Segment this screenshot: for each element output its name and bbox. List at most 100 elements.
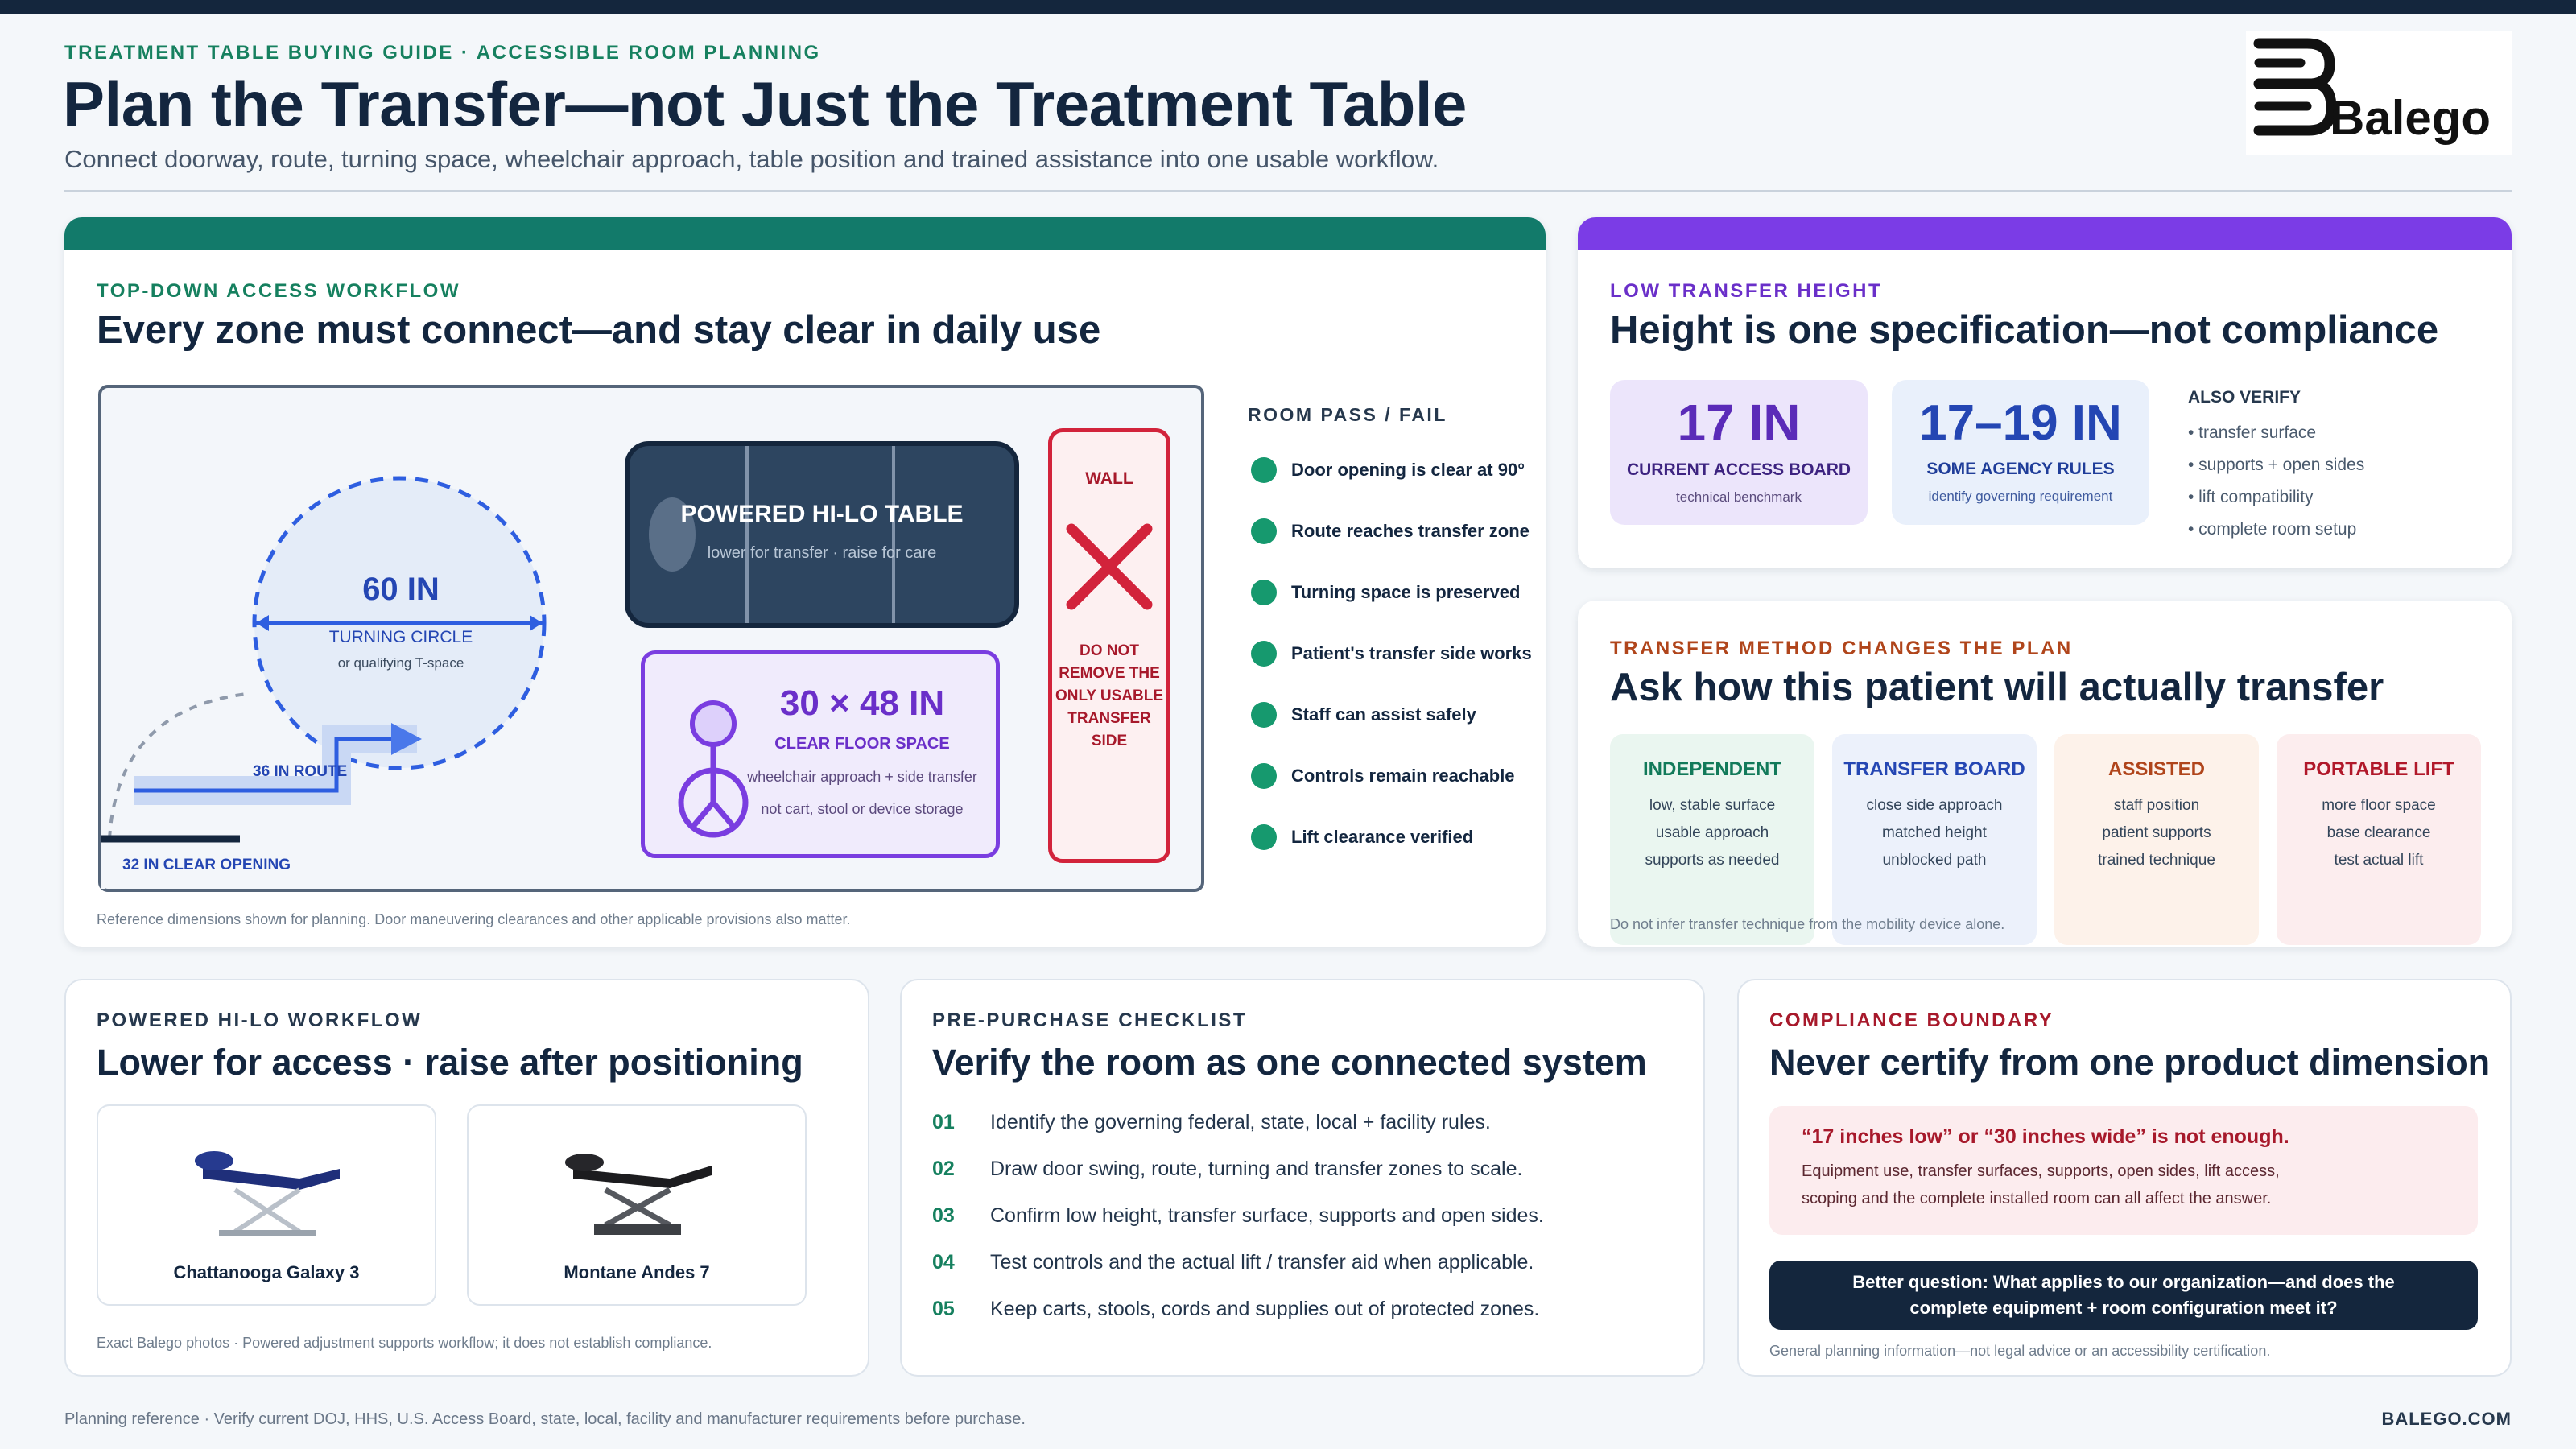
height-eyebrow: LOW TRANSFER HEIGHT (1610, 280, 1883, 302)
method-lines: close side approach matched height unblock… (1832, 792, 2037, 874)
method-lines: staff position patient supports trained te… (2054, 792, 2259, 874)
page-title: Plan the Transfer—not Just the Treatment… (63, 68, 1467, 139)
wall-label: WALL (1085, 469, 1133, 488)
wall-warning-line: TRANSFER SIDE (1067, 710, 1151, 749)
check-dot-icon (1251, 763, 1277, 789)
check-label: Lift clearance verified (1291, 827, 1474, 847)
check-label: Patient's transfer side works (1291, 643, 1532, 663)
check-dot-icon (1251, 824, 1277, 850)
method-note: Do not infer transfer technique from the… (1610, 916, 2005, 932)
logo-text: Balego (2330, 91, 2491, 145)
table-title: POWERED HI-LO TABLE (680, 501, 964, 527)
hilo-title: Lower for access · raise after positioni… (97, 1042, 803, 1083)
warning-line-1: Equipment use, transfer surfaces, suppor… (1802, 1162, 2280, 1180)
page-subtitle: Connect doorway, route, turning space, w… (64, 145, 1439, 173)
wall-warning-line: ONLY USABLE (1055, 687, 1164, 704)
floor-sub-2: not cart, stool or device storage (761, 801, 964, 817)
method-line: patient supports (2102, 824, 2211, 841)
turning-sub: or qualifying T-space (337, 655, 464, 671)
logo[interactable]: Balego (2246, 31, 2512, 155)
step-text: Draw door swing, route, turning and tran… (990, 1158, 1523, 1180)
method-card-assisted: ASSISTED staff position patient supports tr… (2054, 734, 2259, 945)
method-line: matched height (1882, 824, 1987, 841)
logo-mark-icon (2253, 38, 2337, 136)
check-item: Turning space is preserved (1251, 580, 1520, 605)
also-verify-item: • lift compatibility (2188, 488, 2314, 506)
step-number: 04 (932, 1251, 955, 1274)
boundary-note: General planning information—not legal a… (1769, 1343, 2271, 1359)
stat1-label: CURRENT ACCESS BOARD (1626, 460, 1852, 479)
check-label: Controls remain reachable (1291, 766, 1515, 786)
warning-box: “17 inches low” or “30 inches wide” is n… (1769, 1106, 2478, 1235)
door-label: 32 IN CLEAR OPENING (122, 857, 291, 873)
stat1-sub: technical benchmark (1676, 489, 1802, 505)
check-label: Staff can assist safely (1291, 704, 1476, 724)
floor-value: 30 × 48 IN (779, 683, 945, 723)
stat2-label: SOME AGENCY RULES (1926, 460, 2115, 478)
height-card: LOW TRANSFER HEIGHT Height is one specif… (1578, 217, 2512, 568)
check-dot-icon (1251, 641, 1277, 667)
checklist-step: 03 Confirm low height, transfer surface, … (932, 1204, 1544, 1228)
method-card: TRANSFER METHOD CHANGES THE PLAN Ask how… (1578, 601, 2512, 947)
check-item: Staff can assist safely (1251, 702, 1476, 728)
workflow-title: Every zone must connect—and stay clear i… (97, 308, 1101, 352)
step-text: Identify the governing federal, state, l… (990, 1111, 1491, 1133)
stat2-value: 17–19 IN (1919, 395, 2122, 451)
checklist-card: PRE-PURCHASE CHECKLIST Verify the room a… (900, 979, 1705, 1377)
route-arrow-icon (391, 723, 422, 755)
footer-link[interactable]: BALEGO.COM (2381, 1409, 2512, 1429)
step-number: 03 (932, 1204, 955, 1227)
top-bar (0, 0, 2576, 14)
method-eyebrow: TRANSFER METHOD CHANGES THE PLAN (1610, 638, 2073, 659)
floor-plan: 60 IN TURNING CIRCLE or qualifying T-spa… (98, 385, 1204, 892)
hilo-note: Exact Balego photos · Powered adjustment… (97, 1335, 712, 1351)
method-card-independent: INDEPENDENT low, stable surface usable app… (1610, 734, 1814, 945)
check-label: Turning space is preserved (1291, 582, 1521, 602)
also-verify-item: • supports + open sides (2188, 456, 2365, 474)
product-card-galaxy[interactable]: Chattanooga Galaxy 3 (97, 1104, 436, 1306)
product-card-andes[interactable]: Montane Andes 7 (467, 1104, 807, 1306)
workflow-note: Reference dimensions shown for planning.… (97, 911, 851, 927)
check-dot-icon (1251, 702, 1277, 728)
footer-left: Planning reference · Verify current DOJ,… (64, 1410, 1026, 1428)
check-item: Controls remain reachable (1251, 763, 1515, 789)
clear-floor-zone: 30 × 48 IN CLEAR FLOOR SPACE wheelchair … (641, 650, 1000, 858)
check-item: Lift clearance verified (1251, 824, 1473, 850)
method-title: TRANSFER BOARD (1843, 758, 2025, 780)
header-eyebrow: TREATMENT TABLE BUYING GUIDE · ACCESSIBL… (64, 42, 821, 64)
check-dot-icon (1251, 580, 1277, 605)
also-verify-title: ALSO VERIFY (2188, 388, 2301, 407)
step-text: Keep carts, stools, cords and supplies o… (990, 1298, 1540, 1320)
step-text: Confirm low height, transfer surface, su… (990, 1204, 1544, 1227)
wall-warning-line: DO NOT (1080, 642, 1139, 659)
headrest-icon (649, 497, 696, 572)
question-line-1: Better question: What applies to our org… (1852, 1272, 2395, 1292)
wall-zone: WALL DO NOT REMOVE THE ONLY USABLE TRANSFER… (1048, 428, 1170, 863)
product-name-1: Chattanooga Galaxy 3 (173, 1262, 360, 1282)
method-lines: low, stable surface usable approach suppor… (1610, 792, 1814, 874)
method-line: supports as needed (1645, 852, 1780, 869)
workflow-band (64, 217, 1546, 250)
method-card-portable-lift: PORTABLE LIFT more floor space base cleara… (2277, 734, 2481, 945)
checklist-step: 01 Identify the governing federal, state,… (932, 1111, 1491, 1134)
hi-lo-table-zone: POWERED HI-LO TABLE lower for transfer ·… (625, 441, 1019, 628)
floor-sub-1: wheelchair approach + side transfer (747, 769, 977, 785)
method-line: more floor space (2322, 797, 2436, 814)
method-line: close side approach (1866, 797, 2003, 814)
route-label: 36 IN ROUTE (253, 763, 348, 780)
method-card-transfer-board: TRANSFER BOARD close side approach matched… (1832, 734, 2037, 945)
height-title: Height is one specification—not complian… (1610, 308, 2439, 352)
product-name-2: Montane Andes 7 (564, 1262, 710, 1282)
method-line: staff position (2113, 797, 2200, 814)
checklist-title: Verify the room as one connected system (932, 1042, 1647, 1083)
boundary-eyebrow: COMPLIANCE BOUNDARY (1769, 1009, 2054, 1031)
treatment-table-blue-icon (195, 1151, 340, 1236)
pass-fail-title: ROOM PASS / FAIL (1248, 404, 1447, 425)
check-dot-icon (1251, 518, 1277, 544)
also-verify-item: • complete room setup (2188, 520, 2357, 539)
height-band (1578, 217, 2512, 250)
floor-label: CLEAR FLOOR SPACE (774, 735, 950, 753)
wall-warning: DO NOT REMOVE THE ONLY USABLE TRANSFER SIDE (1052, 640, 1166, 753)
boundary-card: COMPLIANCE BOUNDARY Never certify from o… (1737, 979, 2512, 1377)
step-text: Test controls and the actual lift / tran… (990, 1251, 1534, 1274)
